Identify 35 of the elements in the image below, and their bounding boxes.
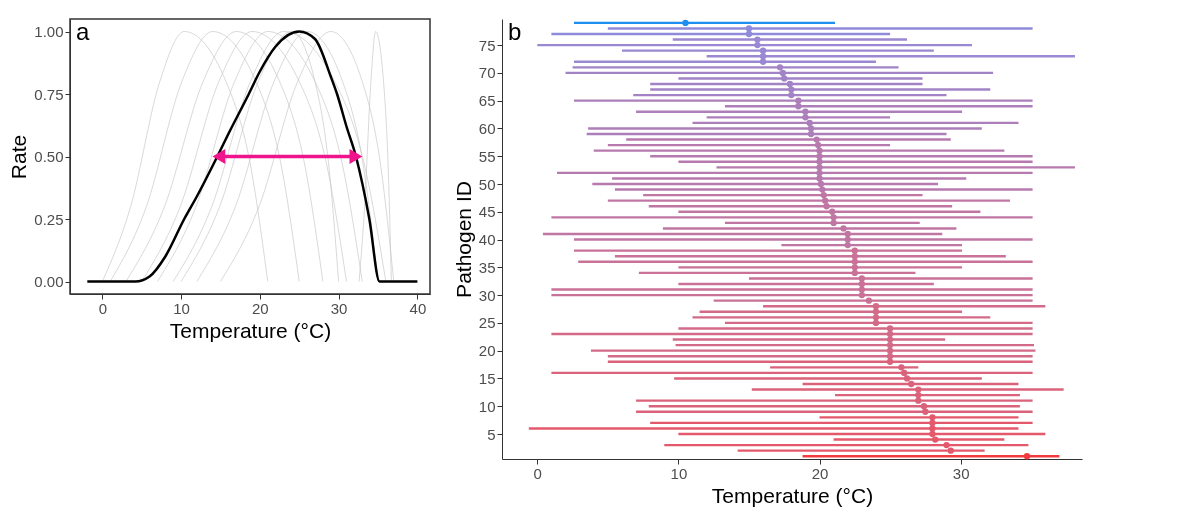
x-tick-label: 20 bbox=[811, 464, 829, 482]
x-tick-label: 30 bbox=[330, 299, 348, 317]
y-axis-title: Rate bbox=[7, 134, 31, 180]
y-tick-label: 55 bbox=[478, 147, 496, 165]
y-tick-label: 45 bbox=[478, 203, 496, 221]
y-tick-label: 1.00 bbox=[34, 23, 64, 40]
y-axis-title: Pathogen ID bbox=[451, 181, 475, 298]
x-tick-label: 0 bbox=[98, 299, 107, 317]
y-tick-label: 5 bbox=[487, 425, 496, 443]
annotation: b bbox=[508, 18, 522, 45]
y-tick-label: 70 bbox=[478, 64, 496, 82]
y-tick-label: 35 bbox=[478, 258, 496, 276]
x-axis-title: Temperature (°C) bbox=[169, 318, 332, 342]
y-tick-label: 60 bbox=[478, 119, 496, 137]
y-tick-label: 0.00 bbox=[34, 273, 64, 290]
y-tick-label: 25 bbox=[478, 314, 496, 332]
y-tick-label: 0.25 bbox=[34, 210, 64, 228]
x-tick-label: 20 bbox=[252, 299, 269, 317]
x-tick-label: 10 bbox=[670, 464, 688, 482]
x-axis-title: Temperature (°C) bbox=[711, 483, 874, 507]
annotation: a bbox=[76, 18, 90, 45]
y-tick-label: 30 bbox=[478, 286, 496, 304]
x-tick-label: 40 bbox=[409, 299, 427, 317]
x-tick-label: 10 bbox=[173, 299, 190, 317]
y-tick-label: 65 bbox=[478, 92, 496, 110]
y-tick-label: 10 bbox=[478, 397, 496, 415]
y-tick-label: 15 bbox=[478, 369, 496, 387]
y-tick-label: 40 bbox=[478, 231, 496, 249]
y-tick-label: 0.75 bbox=[34, 85, 64, 103]
x-tick-label: 0 bbox=[533, 464, 542, 482]
y-tick-label: 75 bbox=[478, 36, 496, 54]
x-tick-label: 30 bbox=[952, 464, 970, 482]
y-tick-label: 0.50 bbox=[34, 148, 64, 165]
y-tick-label: 20 bbox=[478, 342, 496, 360]
y-tick-label: 50 bbox=[478, 175, 496, 193]
